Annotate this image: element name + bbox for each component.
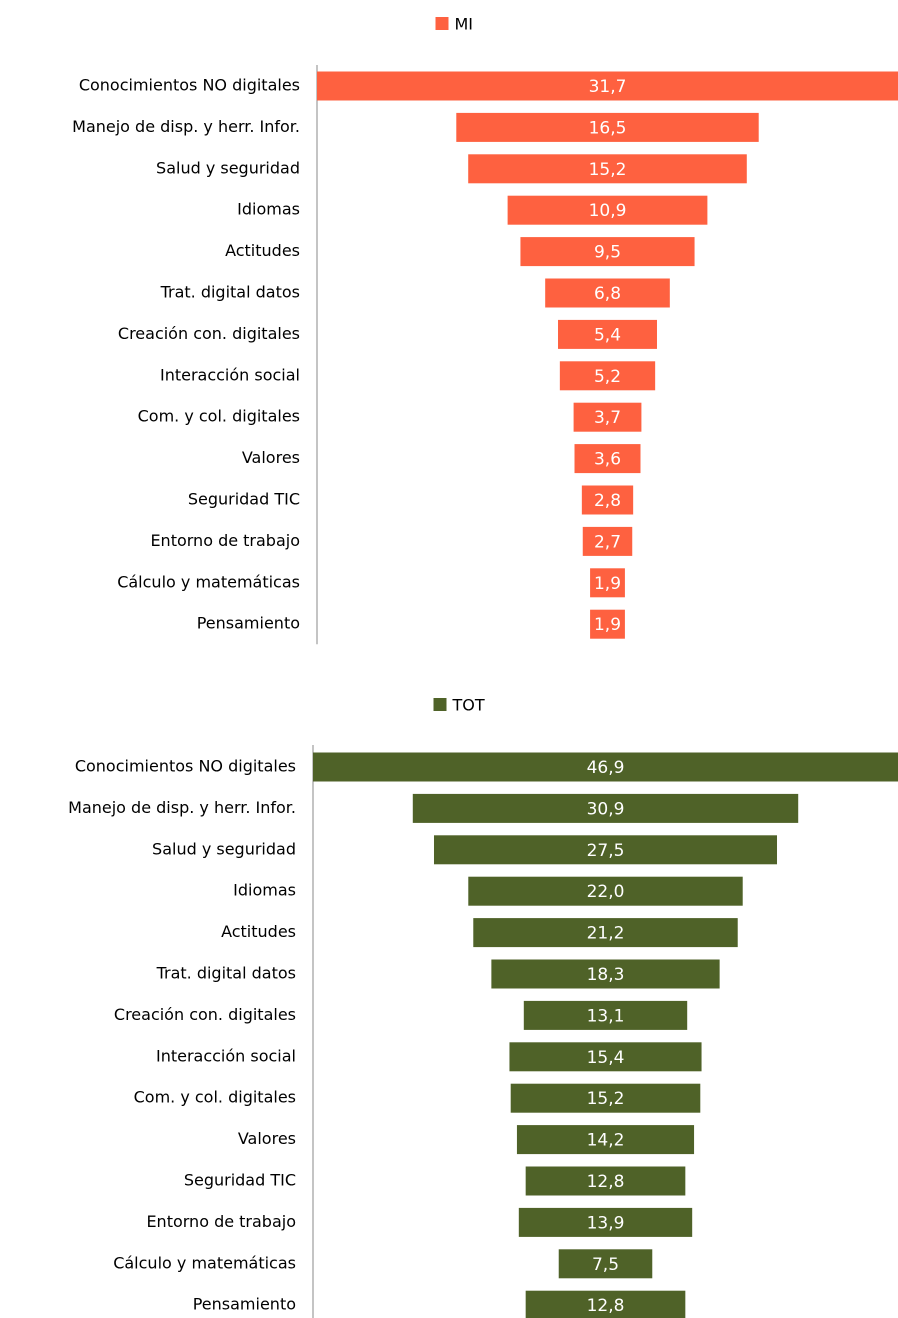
bar — [518, 1207, 693, 1237]
value-label: 22,0 — [587, 882, 625, 902]
category-label: Manejo de disp. y herr. Infor. — [72, 117, 300, 136]
bar — [468, 876, 743, 906]
bar — [525, 1166, 686, 1196]
category-label: Trat. digital datos — [160, 283, 300, 302]
bar — [510, 1083, 701, 1113]
value-label: 16,5 — [589, 118, 627, 138]
category-label: Idiomas — [233, 881, 296, 900]
bar — [456, 112, 759, 142]
bar — [317, 71, 898, 101]
value-label: 6,8 — [594, 284, 621, 304]
value-label: 15,4 — [587, 1048, 625, 1068]
value-label: 5,2 — [594, 367, 621, 387]
value-label: 5,4 — [594, 325, 621, 345]
legend-label: MI — [455, 15, 474, 34]
category-label: Entorno de trabajo — [146, 1212, 296, 1231]
value-label: 2,7 — [594, 532, 621, 552]
bar — [507, 195, 708, 225]
category-label: Valores — [238, 1129, 296, 1148]
bar — [433, 835, 778, 865]
category-label: Seguridad TIC — [184, 1171, 296, 1190]
bar — [525, 1290, 686, 1318]
value-label: 7,5 — [592, 1255, 619, 1275]
legend-swatch — [435, 17, 449, 30]
bar — [574, 444, 641, 474]
value-label: 31,7 — [589, 77, 627, 97]
category-label: Salud y seguridad — [152, 839, 296, 858]
category-label: Manejo de disp. y herr. Infor. — [68, 798, 296, 817]
value-label: 12,8 — [587, 1172, 625, 1192]
bar — [412, 793, 799, 823]
value-label: 2,8 — [594, 491, 621, 511]
bar — [590, 568, 625, 598]
bar — [545, 278, 670, 308]
category-label: Salud y seguridad — [156, 158, 300, 177]
category-label: Actitudes — [221, 922, 296, 941]
category-label: Pensamiento — [193, 1295, 296, 1314]
bar — [573, 402, 642, 432]
bar — [516, 1125, 695, 1155]
value-label: 15,2 — [587, 1089, 625, 1109]
category-label: Com. y col. digitales — [134, 1088, 296, 1107]
legend-swatch — [433, 698, 447, 711]
value-label: 1,9 — [594, 574, 621, 594]
bar — [581, 485, 634, 515]
value-label: 13,1 — [587, 1006, 625, 1026]
value-label: 30,9 — [587, 799, 625, 819]
bar — [559, 361, 656, 391]
bar — [523, 1000, 688, 1030]
bar — [558, 319, 657, 349]
category-label: Conocimientos NO digitales — [75, 757, 296, 776]
bar — [509, 1042, 702, 1072]
value-label: 13,9 — [587, 1213, 625, 1233]
value-label: 12,8 — [587, 1296, 625, 1316]
value-label: 21,2 — [587, 924, 625, 944]
bar — [468, 154, 747, 184]
category-label: Cálculo y matemáticas — [117, 572, 300, 591]
category-label: Idiomas — [237, 200, 300, 219]
category-label: Interacción social — [160, 365, 300, 384]
legend-label: TOT — [452, 696, 485, 715]
value-label: 1,9 — [594, 615, 621, 635]
bar — [590, 609, 625, 639]
bar — [473, 918, 738, 948]
category-label: Cálculo y matemáticas — [113, 1253, 296, 1272]
value-label: 27,5 — [587, 841, 625, 861]
category-label: Creación con. digitales — [114, 1005, 296, 1024]
value-label: 46,9 — [587, 758, 625, 778]
bar — [582, 526, 633, 556]
value-label: 14,2 — [587, 1131, 625, 1151]
bar — [313, 752, 898, 782]
category-label: Valores — [242, 448, 300, 467]
value-label: 3,7 — [594, 408, 621, 428]
value-label: 3,6 — [594, 450, 621, 470]
category-label: Pensamiento — [197, 614, 300, 633]
category-label: Seguridad TIC — [188, 490, 300, 509]
value-label: 15,2 — [589, 160, 627, 180]
value-label: 9,5 — [594, 243, 621, 263]
category-label: Trat. digital datos — [156, 964, 296, 983]
category-label: Interacción social — [156, 1046, 296, 1065]
category-label: Conocimientos NO digitales — [79, 76, 300, 95]
value-label: 10,9 — [589, 201, 627, 221]
value-label: 18,3 — [587, 965, 625, 985]
bar — [558, 1249, 653, 1279]
bar — [491, 959, 720, 989]
category-label: Creación con. digitales — [118, 324, 300, 343]
bar — [520, 237, 695, 267]
category-label: Actitudes — [225, 241, 300, 260]
category-label: Entorno de trabajo — [150, 531, 300, 550]
category-label: Com. y col. digitales — [138, 407, 300, 426]
